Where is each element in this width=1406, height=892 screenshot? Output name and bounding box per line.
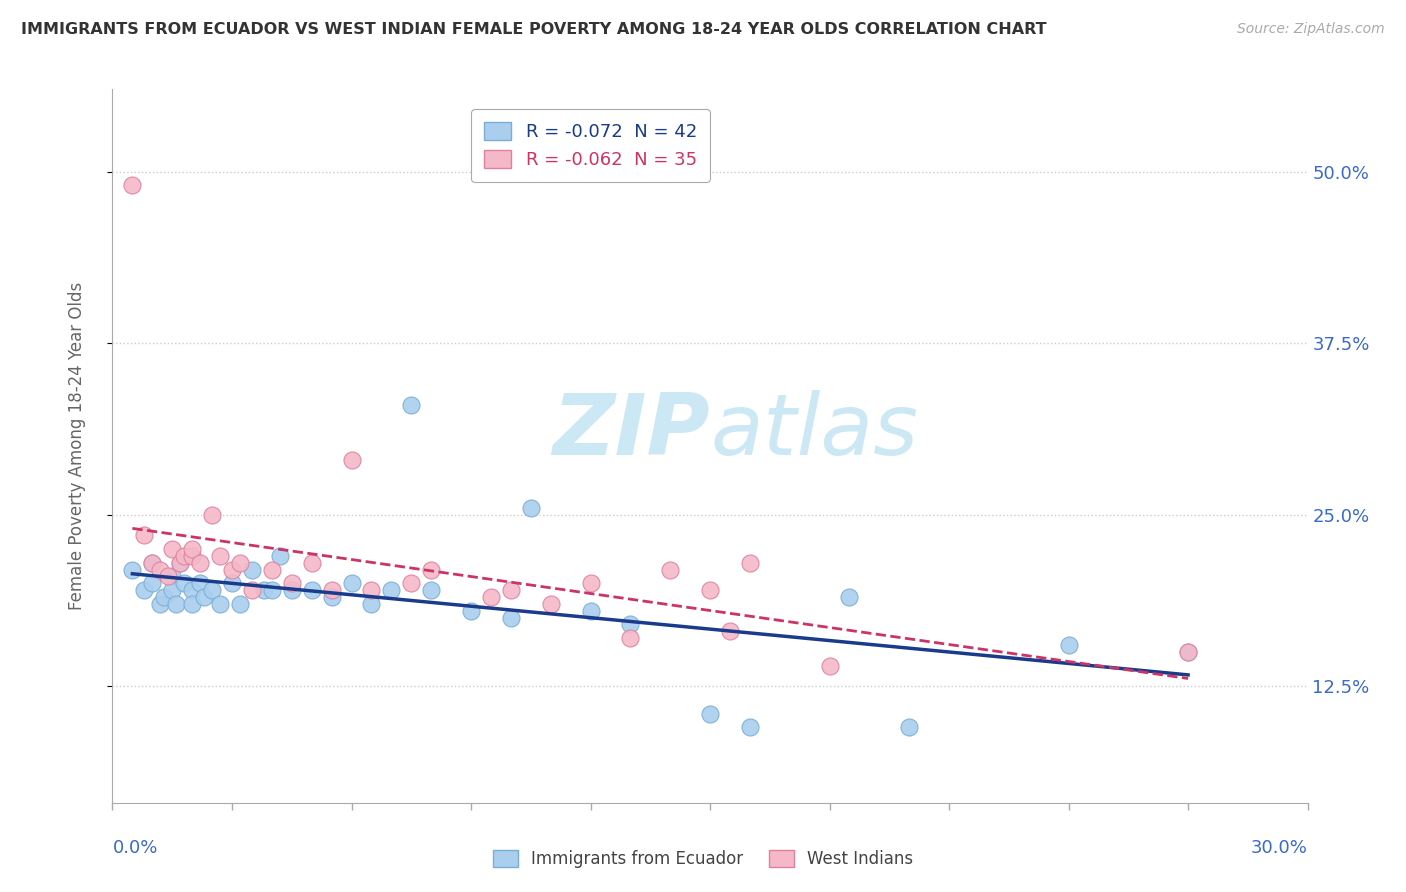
Point — [209, 549, 232, 563]
Y-axis label: Female Poverty Among 18-24 Year Olds: Female Poverty Among 18-24 Year Olds — [67, 282, 86, 610]
Point — [229, 556, 252, 570]
Point — [499, 583, 522, 598]
Point — [520, 500, 543, 515]
Text: 0.0%: 0.0% — [112, 838, 157, 856]
Point — [301, 583, 323, 598]
Text: ZIP: ZIP — [553, 390, 710, 474]
Point — [281, 576, 304, 591]
Point — [1177, 645, 1199, 659]
Point — [141, 556, 163, 570]
Point — [540, 597, 562, 611]
Point — [818, 658, 841, 673]
Point — [240, 583, 263, 598]
Point — [738, 720, 761, 734]
Point — [201, 583, 224, 598]
Text: atlas: atlas — [710, 390, 918, 474]
Point — [579, 604, 602, 618]
Point — [188, 556, 211, 570]
Point — [188, 576, 211, 591]
Point — [162, 541, 183, 556]
Point — [181, 583, 204, 598]
Point — [619, 617, 641, 632]
Legend: R = -0.072  N = 42, R = -0.062  N = 35: R = -0.072 N = 42, R = -0.062 N = 35 — [471, 109, 710, 182]
Point — [838, 590, 860, 604]
Point — [898, 720, 921, 734]
Point — [153, 590, 176, 604]
Point — [229, 597, 252, 611]
Point — [157, 569, 180, 583]
Point — [260, 562, 283, 576]
Point — [253, 583, 276, 598]
Point — [269, 549, 291, 563]
Point — [718, 624, 741, 639]
Point — [460, 604, 482, 618]
Point — [699, 706, 721, 721]
Point — [420, 562, 443, 576]
Text: Source: ZipAtlas.com: Source: ZipAtlas.com — [1237, 22, 1385, 37]
Point — [201, 508, 224, 522]
Point — [321, 590, 343, 604]
Point — [401, 398, 423, 412]
Text: 30.0%: 30.0% — [1251, 838, 1308, 856]
Point — [619, 631, 641, 645]
Point — [169, 556, 191, 570]
Point — [173, 549, 195, 563]
Point — [221, 562, 243, 576]
Point — [181, 541, 204, 556]
Point — [340, 576, 363, 591]
Point — [169, 556, 191, 570]
Text: IMMIGRANTS FROM ECUADOR VS WEST INDIAN FEMALE POVERTY AMONG 18-24 YEAR OLDS CORR: IMMIGRANTS FROM ECUADOR VS WEST INDIAN F… — [21, 22, 1046, 37]
Point — [380, 583, 402, 598]
Point — [301, 556, 323, 570]
Point — [209, 597, 232, 611]
Point — [260, 583, 283, 598]
Point — [579, 576, 602, 591]
Point — [240, 562, 263, 576]
Point — [340, 452, 363, 467]
Point — [1177, 645, 1199, 659]
Point — [134, 528, 156, 542]
Point — [149, 597, 172, 611]
Point — [659, 562, 682, 576]
Point — [738, 556, 761, 570]
Point — [360, 597, 382, 611]
Point — [401, 576, 423, 591]
Point — [221, 576, 243, 591]
Point — [360, 583, 382, 598]
Point — [134, 583, 156, 598]
Point — [165, 597, 187, 611]
Point — [121, 562, 143, 576]
Point — [181, 597, 204, 611]
Point — [193, 590, 215, 604]
Point — [162, 569, 183, 583]
Point — [1057, 638, 1080, 652]
Point — [281, 583, 304, 598]
Point — [121, 178, 143, 193]
Point — [699, 583, 721, 598]
Point — [479, 590, 502, 604]
Point — [321, 583, 343, 598]
Point — [420, 583, 443, 598]
Point — [181, 549, 204, 563]
Point — [149, 562, 172, 576]
Legend: Immigrants from Ecuador, West Indians: Immigrants from Ecuador, West Indians — [486, 843, 920, 875]
Point — [141, 556, 163, 570]
Point — [173, 576, 195, 591]
Point — [162, 583, 183, 598]
Point — [499, 610, 522, 624]
Point — [141, 576, 163, 591]
